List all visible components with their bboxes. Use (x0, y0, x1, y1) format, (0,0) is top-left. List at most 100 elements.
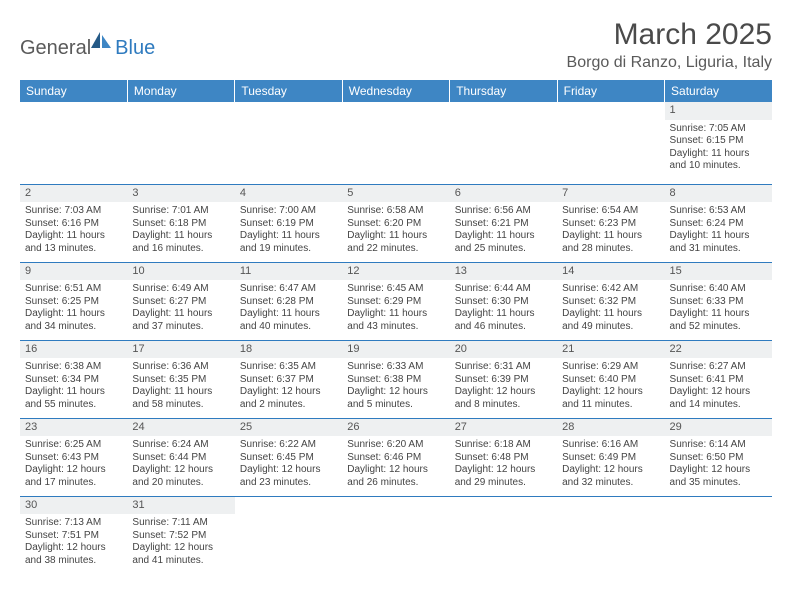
day-number (342, 497, 449, 501)
day-content: Sunrise: 6:47 AMSunset: 6:28 PMDaylight:… (235, 280, 342, 337)
calendar-day-cell (342, 102, 449, 184)
sunrise-text: Sunrise: 6:18 AM (455, 439, 552, 452)
sunset-text: Sunset: 6:19 PM (240, 218, 337, 231)
day-content: Sunrise: 6:54 AMSunset: 6:23 PMDaylight:… (557, 202, 664, 259)
calendar-day-cell: 23Sunrise: 6:25 AMSunset: 6:43 PMDayligh… (20, 418, 127, 496)
sunset-text: Sunset: 6:30 PM (455, 296, 552, 309)
calendar-week-row: 23Sunrise: 6:25 AMSunset: 6:43 PMDayligh… (20, 418, 772, 496)
daylight-text: Daylight: 11 hours and 55 minutes. (25, 386, 122, 411)
daylight-text: Daylight: 11 hours and 37 minutes. (132, 308, 229, 333)
calendar-day-cell: 30Sunrise: 7:13 AMSunset: 7:51 PMDayligh… (20, 496, 127, 574)
weekday-header: Monday (127, 80, 234, 102)
calendar-day-cell: 17Sunrise: 6:36 AMSunset: 6:35 PMDayligh… (127, 340, 234, 418)
calendar-day-cell: 18Sunrise: 6:35 AMSunset: 6:37 PMDayligh… (235, 340, 342, 418)
day-content: Sunrise: 7:11 AMSunset: 7:52 PMDaylight:… (127, 514, 234, 571)
day-content: Sunrise: 6:24 AMSunset: 6:44 PMDaylight:… (127, 436, 234, 493)
sunrise-text: Sunrise: 6:29 AM (562, 361, 659, 374)
calendar-table: Sunday Monday Tuesday Wednesday Thursday… (20, 80, 772, 574)
sunrise-text: Sunrise: 6:33 AM (347, 361, 444, 374)
calendar-day-cell: 3Sunrise: 7:01 AMSunset: 6:18 PMDaylight… (127, 184, 234, 262)
calendar-day-cell: 4Sunrise: 7:00 AMSunset: 6:19 PMDaylight… (235, 184, 342, 262)
day-number: 16 (20, 341, 127, 359)
sunset-text: Sunset: 6:18 PM (132, 218, 229, 231)
sunset-text: Sunset: 6:21 PM (455, 218, 552, 231)
calendar-day-cell: 7Sunrise: 6:54 AMSunset: 6:23 PMDaylight… (557, 184, 664, 262)
daylight-text: Daylight: 11 hours and 28 minutes. (562, 230, 659, 255)
day-content: Sunrise: 6:58 AMSunset: 6:20 PMDaylight:… (342, 202, 449, 259)
day-number: 30 (20, 497, 127, 515)
daylight-text: Daylight: 12 hours and 2 minutes. (240, 386, 337, 411)
day-number: 8 (665, 185, 772, 203)
daylight-text: Daylight: 12 hours and 23 minutes. (240, 464, 337, 489)
daylight-text: Daylight: 12 hours and 35 minutes. (670, 464, 767, 489)
calendar-day-cell: 20Sunrise: 6:31 AMSunset: 6:39 PMDayligh… (450, 340, 557, 418)
daylight-text: Daylight: 12 hours and 32 minutes. (562, 464, 659, 489)
day-number: 10 (127, 263, 234, 281)
location: Borgo di Ranzo, Liguria, Italy (567, 54, 772, 72)
sunset-text: Sunset: 6:32 PM (562, 296, 659, 309)
calendar-week-row: 30Sunrise: 7:13 AMSunset: 7:51 PMDayligh… (20, 496, 772, 574)
day-number: 25 (235, 419, 342, 437)
daylight-text: Daylight: 12 hours and 14 minutes. (670, 386, 767, 411)
sunrise-text: Sunrise: 6:31 AM (455, 361, 552, 374)
sunset-text: Sunset: 6:49 PM (562, 452, 659, 465)
calendar-day-cell (20, 102, 127, 184)
weekday-header: Friday (557, 80, 664, 102)
sunset-text: Sunset: 7:51 PM (25, 530, 122, 543)
calendar-day-cell (342, 496, 449, 574)
daylight-text: Daylight: 11 hours and 40 minutes. (240, 308, 337, 333)
day-number: 3 (127, 185, 234, 203)
day-number (342, 102, 449, 106)
daylight-text: Daylight: 11 hours and 31 minutes. (670, 230, 767, 255)
daylight-text: Daylight: 12 hours and 5 minutes. (347, 386, 444, 411)
calendar-day-cell: 16Sunrise: 6:38 AMSunset: 6:34 PMDayligh… (20, 340, 127, 418)
daylight-text: Daylight: 11 hours and 16 minutes. (132, 230, 229, 255)
title-block: March 2025 Borgo di Ranzo, Liguria, Ital… (567, 18, 772, 72)
daylight-text: Daylight: 12 hours and 11 minutes. (562, 386, 659, 411)
day-number: 5 (342, 185, 449, 203)
sunrise-text: Sunrise: 7:13 AM (25, 517, 122, 530)
calendar-day-cell: 11Sunrise: 6:47 AMSunset: 6:28 PMDayligh… (235, 262, 342, 340)
day-number: 23 (20, 419, 127, 437)
day-content: Sunrise: 6:44 AMSunset: 6:30 PMDaylight:… (450, 280, 557, 337)
calendar-day-cell (665, 496, 772, 574)
day-number: 4 (235, 185, 342, 203)
sunrise-text: Sunrise: 6:51 AM (25, 283, 122, 296)
day-content: Sunrise: 7:01 AMSunset: 6:18 PMDaylight:… (127, 202, 234, 259)
sunrise-text: Sunrise: 6:44 AM (455, 283, 552, 296)
daylight-text: Daylight: 11 hours and 22 minutes. (347, 230, 444, 255)
sunset-text: Sunset: 6:29 PM (347, 296, 444, 309)
sunset-text: Sunset: 6:28 PM (240, 296, 337, 309)
daylight-text: Daylight: 11 hours and 13 minutes. (25, 230, 122, 255)
day-number: 12 (342, 263, 449, 281)
sunset-text: Sunset: 6:27 PM (132, 296, 229, 309)
day-number: 2 (20, 185, 127, 203)
sunset-text: Sunset: 6:43 PM (25, 452, 122, 465)
daylight-text: Daylight: 11 hours and 10 minutes. (670, 148, 767, 173)
calendar-day-cell: 31Sunrise: 7:11 AMSunset: 7:52 PMDayligh… (127, 496, 234, 574)
day-content: Sunrise: 6:29 AMSunset: 6:40 PMDaylight:… (557, 358, 664, 415)
day-number (450, 497, 557, 501)
daylight-text: Daylight: 11 hours and 58 minutes. (132, 386, 229, 411)
calendar-day-cell: 8Sunrise: 6:53 AMSunset: 6:24 PMDaylight… (665, 184, 772, 262)
calendar-day-cell: 25Sunrise: 6:22 AMSunset: 6:45 PMDayligh… (235, 418, 342, 496)
day-number: 31 (127, 497, 234, 515)
calendar-day-cell: 21Sunrise: 6:29 AMSunset: 6:40 PMDayligh… (557, 340, 664, 418)
day-number: 26 (342, 419, 449, 437)
sunset-text: Sunset: 6:20 PM (347, 218, 444, 231)
sunset-text: Sunset: 6:40 PM (562, 374, 659, 387)
day-number (450, 102, 557, 106)
sunrise-text: Sunrise: 6:27 AM (670, 361, 767, 374)
sunrise-text: Sunrise: 7:11 AM (132, 517, 229, 530)
day-content: Sunrise: 6:27 AMSunset: 6:41 PMDaylight:… (665, 358, 772, 415)
day-number (20, 102, 127, 106)
daylight-text: Daylight: 11 hours and 52 minutes. (670, 308, 767, 333)
weekday-header-row: Sunday Monday Tuesday Wednesday Thursday… (20, 80, 772, 102)
sunrise-text: Sunrise: 6:42 AM (562, 283, 659, 296)
calendar-day-cell (557, 496, 664, 574)
calendar-day-cell (450, 102, 557, 184)
day-content: Sunrise: 6:20 AMSunset: 6:46 PMDaylight:… (342, 436, 449, 493)
sunrise-text: Sunrise: 6:36 AM (132, 361, 229, 374)
sunset-text: Sunset: 6:46 PM (347, 452, 444, 465)
sunrise-text: Sunrise: 6:14 AM (670, 439, 767, 452)
